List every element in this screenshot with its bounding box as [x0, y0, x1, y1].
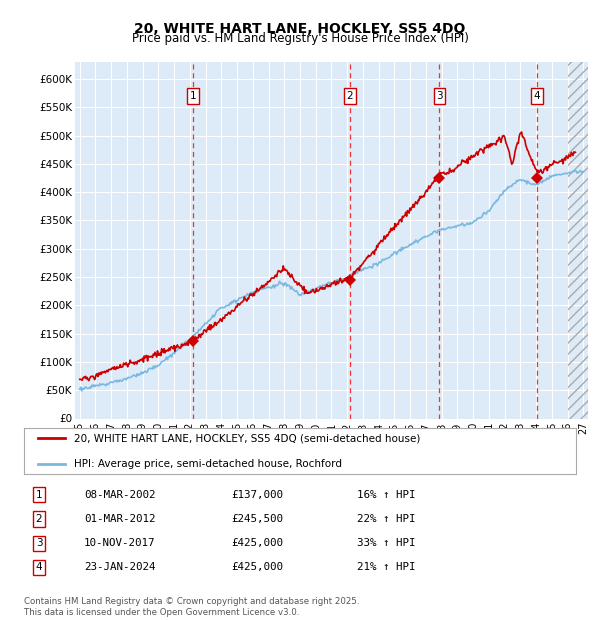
- Text: £137,000: £137,000: [231, 490, 283, 500]
- Text: 01-MAR-2012: 01-MAR-2012: [84, 514, 155, 524]
- Text: £245,500: £245,500: [231, 514, 283, 524]
- Bar: [568, 62, 599, 419]
- Text: 08-MAR-2002: 08-MAR-2002: [84, 490, 155, 500]
- Text: 2: 2: [347, 91, 353, 101]
- Text: 10-NOV-2017: 10-NOV-2017: [84, 538, 155, 548]
- Text: £425,000: £425,000: [231, 538, 283, 548]
- Text: 2: 2: [35, 514, 43, 524]
- Text: 1: 1: [190, 91, 196, 101]
- Text: £425,000: £425,000: [231, 562, 283, 572]
- Text: 33% ↑ HPI: 33% ↑ HPI: [357, 538, 415, 548]
- Text: 16% ↑ HPI: 16% ↑ HPI: [357, 490, 415, 500]
- Text: 22% ↑ HPI: 22% ↑ HPI: [357, 514, 415, 524]
- Text: 3: 3: [436, 91, 443, 101]
- Text: 21% ↑ HPI: 21% ↑ HPI: [357, 562, 415, 572]
- Text: 20, WHITE HART LANE, HOCKLEY, SS5 4DQ: 20, WHITE HART LANE, HOCKLEY, SS5 4DQ: [134, 22, 466, 36]
- Text: 4: 4: [534, 91, 541, 101]
- Text: 20, WHITE HART LANE, HOCKLEY, SS5 4DQ (semi-detached house): 20, WHITE HART LANE, HOCKLEY, SS5 4DQ (s…: [74, 433, 420, 443]
- Text: Price paid vs. HM Land Registry's House Price Index (HPI): Price paid vs. HM Land Registry's House …: [131, 32, 469, 45]
- Text: 4: 4: [35, 562, 43, 572]
- Text: Contains HM Land Registry data © Crown copyright and database right 2025.
This d: Contains HM Land Registry data © Crown c…: [24, 598, 359, 617]
- Text: 23-JAN-2024: 23-JAN-2024: [84, 562, 155, 572]
- Text: 3: 3: [35, 538, 43, 548]
- Text: HPI: Average price, semi-detached house, Rochford: HPI: Average price, semi-detached house,…: [74, 459, 341, 469]
- Text: 1: 1: [35, 490, 43, 500]
